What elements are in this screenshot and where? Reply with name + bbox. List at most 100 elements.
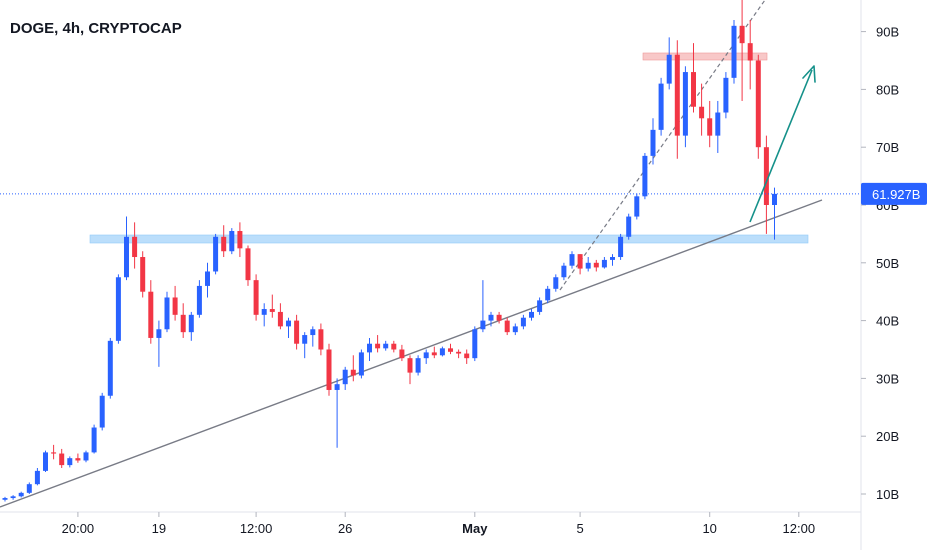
candle-body <box>569 254 575 266</box>
candle-body <box>2 498 8 500</box>
candle-body <box>699 106 705 119</box>
candle-body <box>367 343 372 353</box>
dashed-trendline <box>559 0 766 291</box>
candle-body <box>585 262 591 269</box>
price-tick-label: 80B <box>876 82 899 97</box>
chart-title: DOGE, 4h, CRYPTOCAP <box>10 20 182 37</box>
candle-body <box>18 492 24 497</box>
candle-body <box>763 147 769 205</box>
time-tick-label: 20:00 <box>62 521 95 536</box>
candle-body <box>148 291 154 338</box>
candle-body <box>529 311 534 318</box>
candle-body <box>399 349 405 359</box>
candle-body <box>439 348 445 356</box>
candle-body <box>423 352 429 359</box>
candle-body <box>415 358 421 373</box>
price-tick-label: 20B <box>876 429 899 444</box>
candle-body <box>269 309 275 312</box>
candle-body <box>772 193 777 205</box>
overlay <box>0 65 861 223</box>
time-tick-label: 12:00 <box>240 521 273 536</box>
candle-body <box>196 285 202 315</box>
candle-body <box>504 320 510 333</box>
forecast-arrow-shaft <box>749 69 813 223</box>
candle-body <box>472 329 478 359</box>
candle-body <box>358 352 364 376</box>
candle-body <box>310 329 316 336</box>
candle-body <box>180 314 186 333</box>
time-tick-label: 12:00 <box>783 521 816 536</box>
time-tick-label: 10 <box>702 521 716 536</box>
candle-body <box>577 254 583 269</box>
candle-body <box>350 369 356 376</box>
candle-body <box>755 60 761 148</box>
candle-body <box>67 458 73 466</box>
time-tick-label: 26 <box>338 521 352 536</box>
price-tick-label: 50B <box>876 256 899 271</box>
candle-body <box>391 343 397 350</box>
candle-body <box>634 196 640 217</box>
candle-body <box>626 216 632 237</box>
candle-body <box>601 259 607 268</box>
candle-body <box>682 72 688 136</box>
candle-body <box>75 458 81 461</box>
candle-body <box>99 395 105 428</box>
candle-body <box>261 309 267 315</box>
candle-body <box>115 277 121 341</box>
candle-body <box>610 257 615 260</box>
candle-body <box>650 129 656 156</box>
candle-body <box>553 277 559 289</box>
price-tick-label: 70B <box>876 140 899 155</box>
candle-body <box>464 353 470 359</box>
candle-body <box>618 236 624 258</box>
candle-body <box>229 231 235 252</box>
time-tick-label: May <box>462 521 488 536</box>
candle-body <box>237 231 243 249</box>
forecast-arrow-head <box>802 65 816 83</box>
candle-body <box>723 77 729 113</box>
candle-body <box>431 352 437 356</box>
candle-body <box>91 427 97 453</box>
candle-body <box>326 349 332 390</box>
candle-body <box>342 369 348 385</box>
candle-body <box>674 54 680 136</box>
price-tick-label: 30B <box>876 371 899 386</box>
candle-body <box>26 484 32 493</box>
candle-body <box>140 257 146 292</box>
time-axis[interactable]: 20:00 19 12:00 26 May 5 10 12:00 <box>62 512 815 536</box>
candle-body <box>124 236 129 278</box>
candle-body <box>10 496 16 499</box>
candle-body <box>480 320 486 330</box>
candle-body <box>132 236 138 258</box>
candle-body <box>561 265 567 278</box>
candle-body <box>375 343 381 349</box>
candle-body <box>537 300 543 312</box>
time-tick-label: 5 <box>576 521 583 536</box>
trend-lines <box>0 0 823 508</box>
candle-body <box>658 83 664 130</box>
candle-body <box>488 314 494 321</box>
candle-body <box>59 453 65 466</box>
candle-body <box>456 351 462 354</box>
candle-body <box>747 43 753 61</box>
support-zone <box>89 234 809 244</box>
time-tick-label: 19 <box>152 521 166 536</box>
price-tick-label: 10B <box>876 487 899 502</box>
candle-body <box>277 311 283 327</box>
candle-body <box>593 262 599 268</box>
candle-body <box>731 25 737 78</box>
candle-body <box>164 297 170 330</box>
candle-body <box>34 470 40 485</box>
candle-body <box>715 112 721 136</box>
candle-body <box>448 348 453 352</box>
candle-body <box>253 280 259 315</box>
candle-body <box>172 297 178 315</box>
candle-body <box>213 236 219 272</box>
candle-body <box>707 118 713 136</box>
candle-body <box>318 329 324 350</box>
candle-body <box>512 326 518 333</box>
candle-body <box>334 384 340 390</box>
